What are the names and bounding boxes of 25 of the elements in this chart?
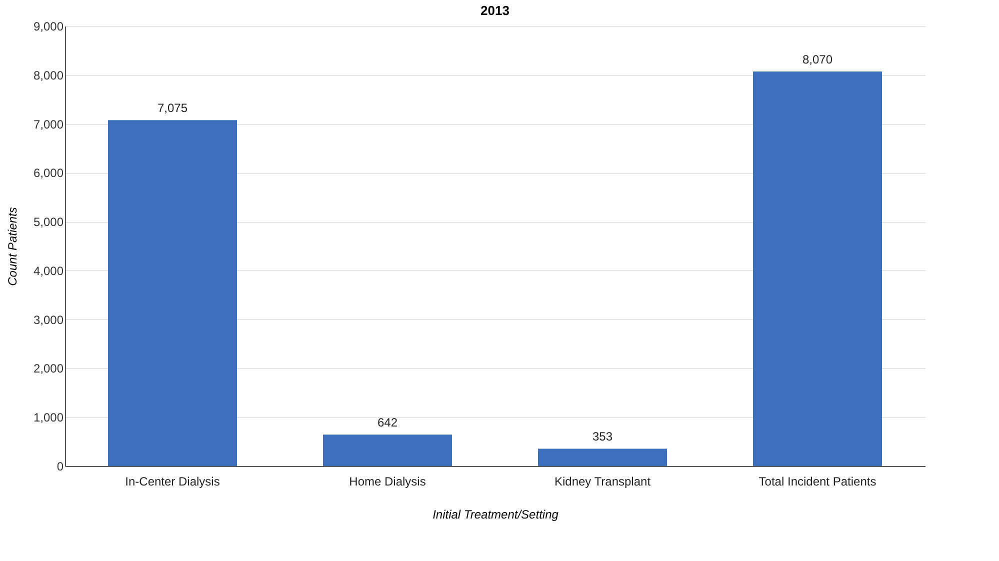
y-tick-label: 6,000 (33, 166, 64, 180)
y-tick-label: 9,000 (33, 20, 64, 34)
bar (323, 434, 452, 466)
y-tick-label: 8,000 (33, 68, 64, 82)
chart-title: 2013 (480, 3, 510, 18)
data-label: 353 (592, 430, 613, 444)
y-tick-label: 2,000 (33, 362, 64, 376)
y-axis-title: Count Patients (5, 207, 20, 286)
bar (538, 448, 667, 466)
y-tick-label: 4,000 (33, 264, 64, 278)
x-tick-label: Home Dialysis (349, 474, 426, 488)
data-label: 642 (377, 416, 398, 430)
data-label: 8,070 (802, 52, 833, 66)
x-tick-label: In-Center Dialysis (125, 474, 220, 488)
y-tick-label: 7,000 (33, 117, 64, 132)
bar (753, 71, 882, 466)
y-tick-label: 5,000 (33, 215, 64, 230)
x-tick-label: Kidney Transplant (554, 474, 652, 488)
data-label: 7,075 (157, 101, 188, 116)
x-tick-label: Total Incident Patients (758, 474, 876, 488)
y-tick-label: 1,000 (33, 410, 64, 425)
y-tick-label: 0 (56, 460, 64, 474)
bar (108, 120, 237, 466)
y-tick-label: 3,000 (33, 312, 64, 327)
x-axis-title: Initial Treatment/Setting (432, 508, 559, 522)
